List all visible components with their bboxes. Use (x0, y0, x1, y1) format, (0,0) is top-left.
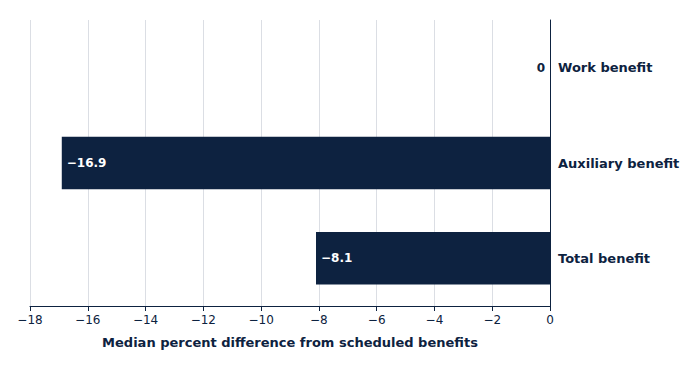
svg-text:−2: −2 (483, 313, 501, 327)
svg-text:−6: −6 (368, 313, 386, 327)
svg-text:−8: −8 (310, 313, 328, 327)
svg-text:−10: −10 (248, 313, 273, 327)
svg-text:Total benefit: Total benefit (558, 251, 650, 266)
svg-text:0: 0 (546, 313, 554, 327)
svg-text:−14: −14 (133, 313, 158, 327)
svg-text:−16.9: −16.9 (67, 156, 107, 170)
svg-text:−18: −18 (17, 313, 42, 327)
svg-text:−4: −4 (426, 313, 444, 327)
svg-text:Median percent difference from: Median percent difference from scheduled… (102, 335, 478, 350)
svg-text:Auxiliary benefit: Auxiliary benefit (558, 156, 679, 171)
svg-text:Work benefit: Work benefit (558, 60, 652, 75)
svg-text:−8.1: −8.1 (321, 251, 352, 265)
svg-text:0: 0 (537, 61, 545, 75)
svg-text:−12: −12 (191, 313, 216, 327)
svg-text:−16: −16 (75, 313, 100, 327)
